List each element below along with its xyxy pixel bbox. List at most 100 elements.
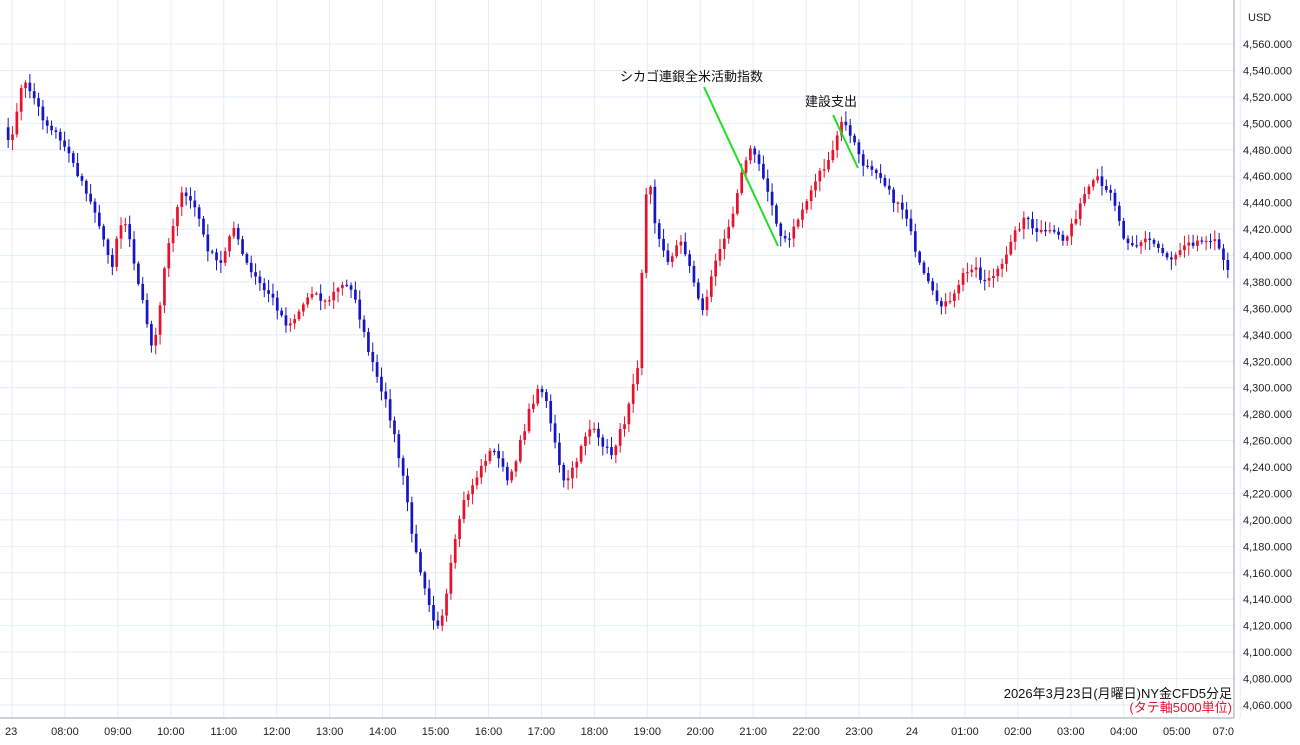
candle bbox=[254, 263, 257, 285]
candle-body bbox=[540, 388, 544, 393]
candle bbox=[1213, 230, 1217, 251]
candle bbox=[354, 281, 357, 304]
candle-body bbox=[28, 82, 32, 92]
candle-body bbox=[1204, 240, 1208, 243]
candle-body bbox=[19, 88, 23, 112]
candle-body bbox=[827, 159, 830, 170]
candle-body bbox=[744, 160, 748, 173]
candle-body bbox=[241, 239, 244, 255]
candle bbox=[358, 290, 362, 329]
candle bbox=[705, 289, 709, 316]
candle bbox=[1183, 235, 1186, 258]
candle bbox=[458, 515, 461, 547]
candle bbox=[484, 453, 487, 473]
candle bbox=[518, 435, 522, 464]
candle-body bbox=[1117, 205, 1121, 221]
candle-body bbox=[397, 434, 401, 459]
candle-body bbox=[592, 428, 596, 430]
candle-body bbox=[401, 458, 405, 476]
price-tick-label: 4,160.000 bbox=[1243, 568, 1292, 580]
candle-body bbox=[80, 176, 84, 181]
candle-body bbox=[722, 238, 726, 249]
candle bbox=[588, 419, 592, 445]
candle-body bbox=[822, 169, 826, 171]
candle bbox=[410, 496, 414, 543]
candle bbox=[818, 167, 822, 192]
candle bbox=[783, 230, 787, 243]
candle bbox=[618, 422, 622, 453]
candle-body bbox=[814, 181, 817, 191]
candle-body bbox=[670, 256, 674, 262]
candle-body bbox=[1070, 223, 1073, 237]
candle-body bbox=[605, 446, 609, 448]
candle-body bbox=[1170, 257, 1173, 260]
candle-body bbox=[970, 269, 974, 273]
candle bbox=[627, 402, 631, 433]
candle-body bbox=[176, 207, 179, 227]
candle bbox=[1100, 166, 1104, 196]
candle bbox=[1157, 240, 1160, 253]
time-tick-label: 24 bbox=[906, 726, 918, 738]
candle-body bbox=[1157, 243, 1160, 248]
candle-body bbox=[627, 403, 631, 425]
candle bbox=[423, 570, 427, 596]
candle bbox=[102, 223, 106, 247]
candle bbox=[1083, 186, 1086, 206]
candle-body bbox=[124, 224, 127, 226]
candle bbox=[644, 187, 648, 279]
candle-body bbox=[223, 251, 227, 263]
candle bbox=[1000, 258, 1004, 278]
candle-body bbox=[974, 267, 978, 270]
candle-body bbox=[1026, 217, 1030, 220]
candle-body bbox=[1083, 194, 1086, 204]
candle bbox=[241, 235, 244, 256]
annotation-label: 建設支出 bbox=[805, 94, 857, 109]
candle-body bbox=[618, 429, 622, 446]
candle bbox=[792, 218, 796, 248]
time-tick-label: 10:00 bbox=[157, 726, 185, 738]
candle bbox=[1052, 224, 1056, 234]
candle bbox=[501, 451, 505, 472]
time-tick-label: 14:00 bbox=[369, 726, 397, 738]
candle bbox=[471, 478, 474, 505]
candle bbox=[1057, 227, 1060, 240]
candle bbox=[827, 151, 830, 173]
candle-body bbox=[874, 169, 878, 174]
candle bbox=[527, 403, 531, 434]
candle-body bbox=[575, 461, 579, 468]
candle-body bbox=[171, 226, 175, 244]
candle-body bbox=[701, 298, 704, 311]
candle bbox=[93, 198, 97, 223]
chart-subtitle: (タテ軸5000単位) bbox=[1129, 700, 1232, 715]
candle bbox=[280, 307, 283, 318]
candle-body bbox=[909, 218, 913, 232]
candle-body bbox=[453, 539, 457, 563]
candle-body bbox=[887, 185, 891, 190]
candle-body bbox=[1100, 176, 1104, 186]
candle bbox=[597, 422, 600, 446]
candle bbox=[141, 276, 145, 304]
candle bbox=[314, 291, 318, 296]
candle bbox=[1104, 179, 1108, 193]
candle-body bbox=[288, 323, 292, 326]
candle-body bbox=[37, 98, 40, 107]
candle-body bbox=[796, 219, 800, 227]
candle-body bbox=[705, 296, 709, 311]
candle-body bbox=[783, 236, 787, 239]
candle-body bbox=[844, 121, 848, 126]
candle bbox=[974, 257, 978, 278]
candle-body bbox=[141, 283, 145, 301]
candle-body bbox=[479, 465, 483, 478]
candle bbox=[796, 218, 800, 229]
price-unit-label[interactable]: USD bbox=[1248, 12, 1271, 24]
candle bbox=[475, 470, 479, 490]
candle-body bbox=[1031, 219, 1034, 229]
candle-body bbox=[1005, 254, 1008, 264]
candle-body bbox=[571, 467, 574, 479]
candle bbox=[462, 491, 466, 524]
price-tick-label: 4,480.000 bbox=[1243, 145, 1292, 157]
candle bbox=[232, 221, 236, 239]
candle bbox=[987, 270, 991, 288]
candle-body bbox=[740, 172, 744, 194]
time-tick-label: 01:00 bbox=[951, 726, 979, 738]
